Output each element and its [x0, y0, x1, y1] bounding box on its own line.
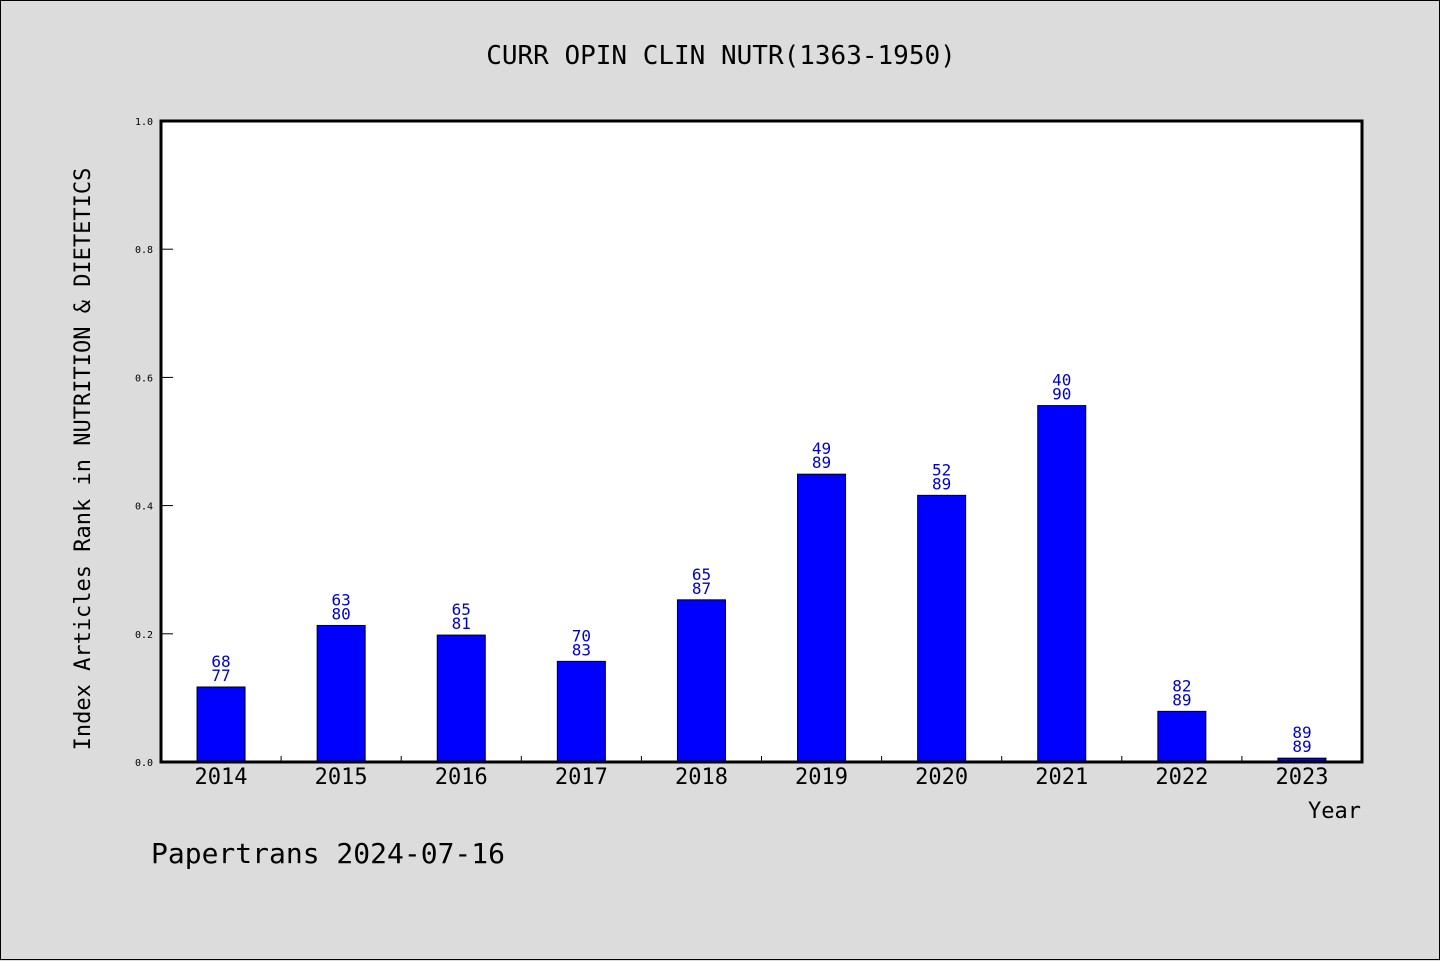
bar-label-top: 65	[692, 565, 711, 584]
x-tick-label: 2017	[555, 765, 608, 790]
bar	[196, 686, 246, 763]
chart-title: CURR OPIN CLIN NUTR(1363-1950)	[486, 41, 956, 71]
x-tick-label: 2023	[1275, 765, 1328, 790]
bar	[556, 660, 606, 763]
bar-label-bottom: 77	[211, 666, 230, 685]
bar	[797, 473, 847, 763]
bar	[676, 599, 726, 763]
y-tick-label: 1.0	[135, 117, 153, 128]
y-tick-label: 0.4	[135, 502, 153, 513]
bar-label-top: 82	[1172, 676, 1191, 695]
bar	[1157, 710, 1207, 763]
bar-label-top: 40	[1052, 371, 1071, 390]
bar-label-bottom: 89	[1292, 737, 1311, 756]
bar-label-top: 68	[211, 652, 230, 671]
bars	[196, 405, 1327, 763]
bar-label-bottom: 89	[812, 453, 831, 472]
footer-credit: Papertrans 2024-07-16	[151, 837, 505, 870]
bar	[917, 494, 967, 763]
x-axis-ticks: 2014 2015 2016 2017 2018 2019 2020 2021 2022 2023	[195, 756, 1328, 790]
plot-border	[159, 119, 1364, 764]
x-tick-label: 2022	[1155, 765, 1208, 790]
x-tick-label: 2020	[915, 765, 968, 790]
bar	[316, 624, 366, 763]
bar-label-bottom: 87	[692, 579, 711, 598]
bar-label-top: 65	[452, 600, 471, 619]
bar-label-top: 49	[812, 439, 831, 458]
x-tick-label: 2016	[435, 765, 488, 790]
y-axis-label: Index Articles Rank in NUTRITION & DIETE…	[71, 168, 96, 751]
x-tick-label: 2014	[195, 765, 248, 790]
bar-label-top: 70	[572, 626, 591, 645]
bar-label-top: 52	[932, 460, 951, 479]
bar	[1037, 405, 1087, 763]
x-tick-label: 2015	[315, 765, 368, 790]
y-tick-label: 0.2	[135, 630, 153, 641]
bar	[436, 634, 486, 763]
bar-label-bottom: 89	[932, 474, 951, 493]
y-tick-label: 0.8	[135, 245, 153, 256]
bar-label-top: 63	[332, 590, 351, 609]
bar-label-bottom: 90	[1052, 385, 1071, 404]
bar-label-bottom: 89	[1172, 690, 1191, 709]
x-tick-label: 2018	[675, 765, 728, 790]
y-tick-label: 0.0	[135, 758, 153, 769]
bar-label-bottom: 80	[332, 604, 351, 623]
x-axis-label: Year	[1308, 799, 1361, 824]
y-tick-label: 0.6	[135, 373, 153, 384]
bar-label-bottom: 83	[572, 640, 591, 659]
x-tick-label: 2021	[1035, 765, 1088, 790]
bar-label-bottom: 81	[452, 614, 471, 633]
x-tick-label: 2019	[795, 765, 848, 790]
bar-label-top: 89	[1292, 723, 1311, 742]
